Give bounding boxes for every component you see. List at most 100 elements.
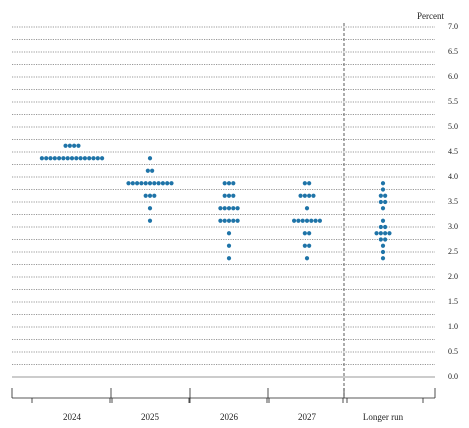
y-tick-label: 4.0 xyxy=(448,172,458,181)
dot xyxy=(378,237,383,242)
dot xyxy=(380,256,386,261)
dot xyxy=(317,218,322,223)
dot xyxy=(226,243,232,248)
dot xyxy=(147,218,153,223)
dot xyxy=(383,193,388,198)
y-tick-label: 5.0 xyxy=(448,122,458,131)
dot xyxy=(165,181,170,186)
dot xyxy=(143,193,148,198)
dot xyxy=(292,218,297,223)
dot xyxy=(218,218,223,223)
dot xyxy=(69,156,75,161)
x-tick-label: 2026 xyxy=(220,412,239,422)
dot xyxy=(82,156,87,161)
dot xyxy=(235,218,240,223)
dot xyxy=(378,231,383,236)
dot xyxy=(39,156,45,161)
x-tick-label: 2025 xyxy=(141,412,160,422)
dot xyxy=(63,143,68,148)
dot xyxy=(226,193,232,198)
dot xyxy=(307,243,312,248)
dot xyxy=(383,224,388,230)
dot xyxy=(48,156,53,161)
dot xyxy=(226,256,232,261)
y-tick-label: 3.5 xyxy=(448,197,458,206)
dot xyxy=(218,206,223,211)
dot xyxy=(65,156,70,161)
y-tick-label: 0.0 xyxy=(448,372,458,381)
y-tick-label: 5.5 xyxy=(448,97,458,106)
dot xyxy=(147,193,153,198)
x-tick-label: Longer run xyxy=(363,412,404,422)
dot xyxy=(378,199,383,205)
dot xyxy=(302,231,307,236)
y-tick-label: 3.0 xyxy=(448,222,458,231)
dot xyxy=(302,243,307,248)
dot xyxy=(150,168,155,173)
dot xyxy=(222,193,227,198)
x-tick-label: 2024 xyxy=(63,412,82,422)
dot xyxy=(313,218,318,223)
dot xyxy=(145,168,150,173)
dot xyxy=(231,181,236,186)
dot xyxy=(380,187,386,192)
dot xyxy=(231,193,236,198)
dot xyxy=(76,143,81,148)
dot xyxy=(87,156,92,161)
dot xyxy=(296,218,301,223)
dot xyxy=(126,181,131,186)
dot xyxy=(222,218,227,223)
dot xyxy=(152,193,157,198)
dot xyxy=(222,206,227,211)
dot xyxy=(147,206,153,211)
dot xyxy=(135,181,140,186)
dot xyxy=(95,156,100,161)
dot xyxy=(147,156,153,161)
dot xyxy=(222,181,227,186)
dot xyxy=(130,181,135,186)
unit-label: Percent xyxy=(417,11,444,21)
dot xyxy=(302,181,307,186)
dot xyxy=(383,199,388,205)
dot xyxy=(307,231,312,236)
dot xyxy=(307,181,312,186)
dot xyxy=(300,218,305,223)
dot xyxy=(152,181,157,186)
y-tick-label: 7.0 xyxy=(448,22,458,31)
dot xyxy=(235,206,240,211)
dot xyxy=(78,156,83,161)
x-tick-label: 2027 xyxy=(298,412,317,422)
dot xyxy=(378,224,383,230)
dot xyxy=(304,218,310,223)
dot xyxy=(307,193,312,198)
dot xyxy=(383,237,388,242)
dot xyxy=(311,193,316,198)
y-tick-label: 1.5 xyxy=(448,297,458,306)
dot xyxy=(231,206,236,211)
dot xyxy=(143,181,148,186)
y-tick-label: 6.5 xyxy=(448,47,458,56)
dot xyxy=(302,193,307,198)
y-tick-label: 1.0 xyxy=(448,322,458,331)
dot xyxy=(72,143,77,148)
dot xyxy=(378,193,383,198)
dot xyxy=(380,243,386,248)
dot xyxy=(226,231,232,236)
dot xyxy=(139,181,144,186)
dot xyxy=(304,206,310,211)
dot xyxy=(226,218,232,223)
dot xyxy=(380,181,386,186)
y-tick-label: 4.5 xyxy=(448,147,458,156)
dot xyxy=(160,181,165,186)
dot xyxy=(57,156,62,161)
dot xyxy=(309,218,314,223)
dot xyxy=(61,156,66,161)
dot xyxy=(380,249,386,255)
dot xyxy=(374,231,379,236)
dot xyxy=(44,156,49,161)
dot xyxy=(298,193,303,198)
dot xyxy=(226,206,232,211)
y-tick-label: 6.0 xyxy=(448,72,458,81)
dot xyxy=(169,181,174,186)
dot xyxy=(383,231,388,236)
